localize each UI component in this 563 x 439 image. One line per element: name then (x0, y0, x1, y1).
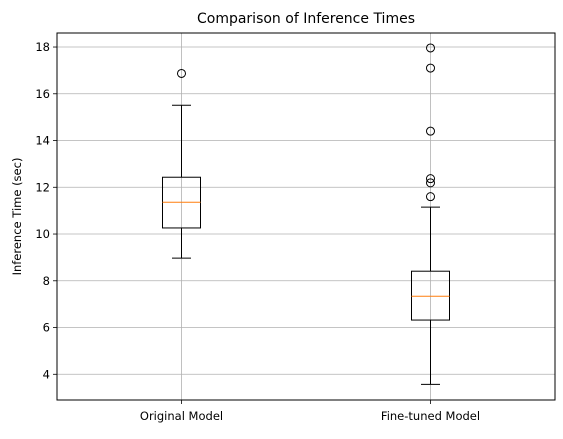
box-group (162, 68, 201, 259)
grid-layer (57, 33, 555, 400)
outlier-point (177, 68, 186, 78)
chart-title: Comparison of Inference Times (197, 11, 415, 27)
outlier-point (426, 174, 435, 184)
outlier-point (426, 178, 435, 188)
outlier-point (426, 126, 435, 136)
y-tick-label: 6 (43, 321, 50, 335)
y-axis-label: Inference Time (sec) (10, 158, 24, 276)
boxes-layer (162, 43, 450, 385)
outlier-point (426, 63, 435, 73)
plot-area-frame (56, 32, 556, 401)
y-tick-label: 14 (35, 134, 50, 148)
y-tick-label: 12 (35, 180, 50, 194)
outlier-point (426, 43, 435, 53)
x-tick-label: Original Model (140, 409, 223, 423)
y-tick-label: 8 (43, 274, 50, 288)
y-tick-label: 18 (35, 40, 50, 54)
y-tick-label: 10 (35, 227, 50, 241)
y-tick-label: 16 (35, 87, 50, 101)
iqr-box (411, 270, 450, 321)
ticks-layer: 4 6 8 10 12 14 16 18 Original Model Fine-tuned Mo… (35, 40, 480, 423)
x-tick-label: Fine-tuned Model (381, 409, 480, 423)
y-tick-label: 4 (43, 367, 50, 381)
outlier-point (426, 192, 435, 202)
box-group (411, 43, 450, 385)
